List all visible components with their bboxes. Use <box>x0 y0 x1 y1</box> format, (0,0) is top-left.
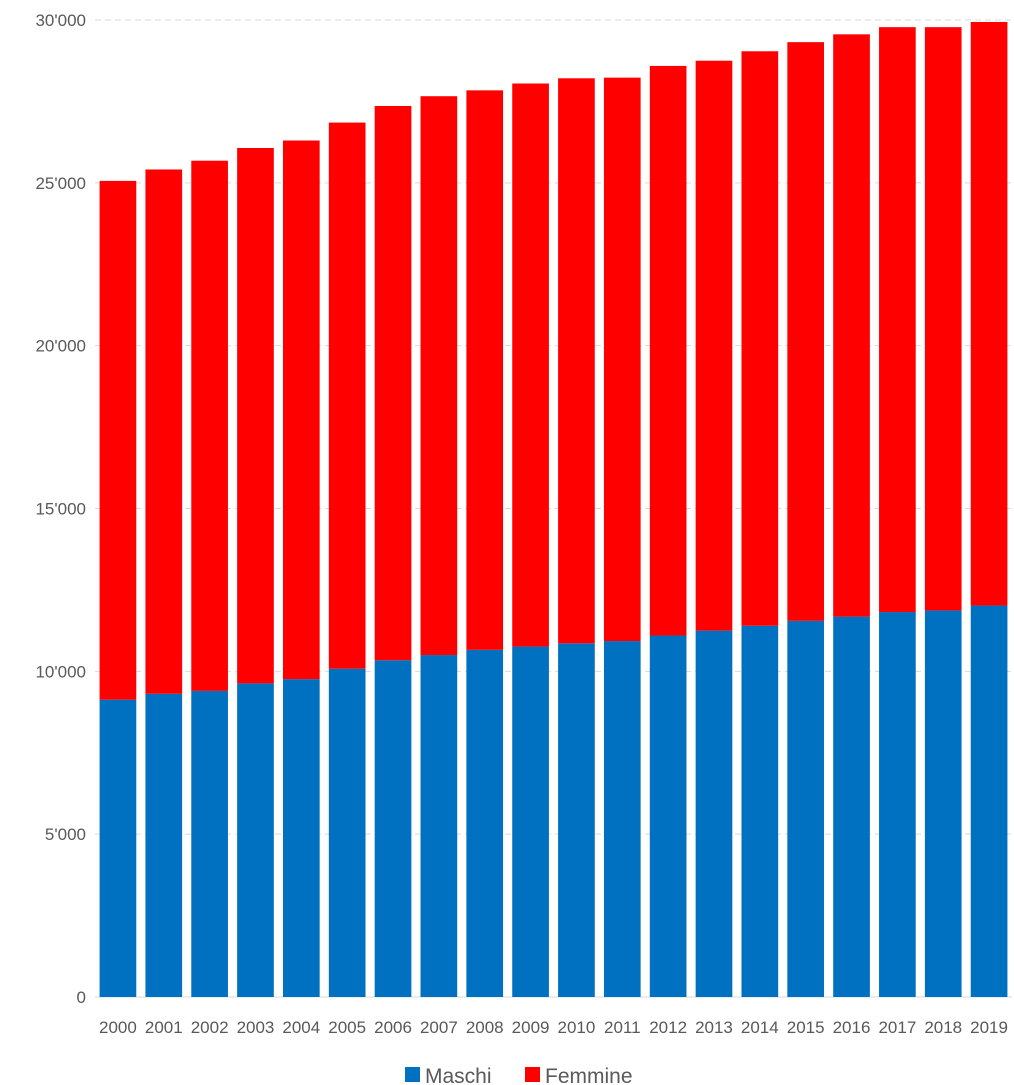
bar-maschi-2013 <box>695 630 733 998</box>
x-tick-label: 2002 <box>191 1018 229 1037</box>
bar-femmine-2003 <box>237 147 274 684</box>
x-axis-tick-labels: 2000 2001 2002 2003 2004 2005 2006 2007 2008 2009… <box>99 1018 1008 1037</box>
bar-maschi-2007 <box>420 655 458 997</box>
bar-femmine-2012 <box>649 65 687 636</box>
bar-femmine-2008 <box>466 90 504 650</box>
bar-femmine-2019 <box>970 21 1008 606</box>
legend-label-maschi: Maschi <box>425 1065 492 1085</box>
bar-maschi-2003 <box>237 683 274 997</box>
bar-maschi-2010 <box>558 643 595 997</box>
bar-maschi-2012 <box>649 635 687 997</box>
bar-femmine-2004 <box>282 140 320 680</box>
bar-maschi-2015 <box>787 620 825 997</box>
bar-femmine-2011 <box>603 77 641 642</box>
bar-maschi-2006 <box>374 660 412 997</box>
bar-maschi-2011 <box>603 641 641 997</box>
bar-maschi-2001 <box>145 693 183 997</box>
x-tick-label: 2009 <box>512 1018 550 1037</box>
y-tick-label: 25'000 <box>35 174 86 193</box>
bar-maschi-2018 <box>924 610 962 997</box>
x-tick-label: 2001 <box>145 1018 183 1037</box>
legend-label-femmine: Femmine <box>545 1065 633 1085</box>
y-tick-label: 20'000 <box>35 337 86 356</box>
bar-femmine-2006 <box>374 105 412 661</box>
bar-maschi-2016 <box>833 616 870 997</box>
x-tick-label: 2013 <box>695 1018 733 1037</box>
bar-maschi-2014 <box>741 625 779 997</box>
x-tick-label: 2017 <box>878 1018 916 1037</box>
x-tick-label: 2018 <box>924 1018 962 1037</box>
x-tick-label: 2000 <box>99 1018 137 1037</box>
x-tick-label: 2003 <box>237 1018 275 1037</box>
y-axis-tick-labels: 0 5'000 10'000 15'000 20'000 25'000 30'000 <box>35 11 86 1007</box>
x-tick-label: 2019 <box>970 1018 1008 1037</box>
x-tick-label: 2011 <box>604 1018 641 1037</box>
y-tick-label: 5'000 <box>45 825 86 844</box>
x-tick-label: 2010 <box>558 1018 596 1037</box>
x-tick-label: 2016 <box>833 1018 871 1037</box>
x-tick-label: 2007 <box>420 1018 458 1037</box>
bar-femmine-2017 <box>879 27 916 613</box>
bar-maschi-2000 <box>99 699 137 997</box>
bar-femmine-2009 <box>512 83 549 647</box>
x-tick-label: 2004 <box>282 1018 320 1037</box>
bar-maschi-2019 <box>970 605 1008 997</box>
bars <box>99 21 1008 998</box>
bar-femmine-2014 <box>741 51 779 626</box>
x-tick-label: 2008 <box>466 1018 504 1037</box>
bar-femmine-2007 <box>420 96 458 656</box>
bar-maschi-2004 <box>282 679 320 997</box>
bar-femmine-2002 <box>191 160 228 691</box>
bar-femmine-2005 <box>328 122 366 669</box>
bar-maschi-2009 <box>512 646 549 997</box>
y-tick-label: 15'000 <box>35 500 86 519</box>
bar-femmine-2016 <box>833 34 870 617</box>
legend-swatch-femmine <box>525 1067 540 1082</box>
bar-femmine-2010 <box>558 78 595 644</box>
bar-maschi-2002 <box>191 690 228 997</box>
gridlines <box>95 19 1012 998</box>
bar-femmine-2001 <box>145 169 183 694</box>
y-tick-label: 30'000 <box>35 11 86 30</box>
bar-femmine-2018 <box>924 27 962 611</box>
y-tick-label: 0 <box>77 988 86 1007</box>
x-tick-label: 2005 <box>328 1018 366 1037</box>
legend: Maschi Femmine <box>405 1065 633 1085</box>
x-tick-label: 2012 <box>649 1018 687 1037</box>
bar-maschi-2017 <box>879 612 916 997</box>
bar-maschi-2005 <box>328 668 366 997</box>
x-tick-label: 2014 <box>741 1018 779 1037</box>
bar-femmine-2013 <box>695 60 733 631</box>
y-tick-label: 10'000 <box>35 662 86 681</box>
bar-femmine-2000 <box>99 180 137 700</box>
legend-swatch-maschi <box>405 1067 420 1082</box>
bar-maschi-2008 <box>466 649 504 997</box>
x-tick-label: 2015 <box>787 1018 825 1037</box>
x-tick-label: 2006 <box>374 1018 412 1037</box>
bar-femmine-2015 <box>787 42 825 621</box>
